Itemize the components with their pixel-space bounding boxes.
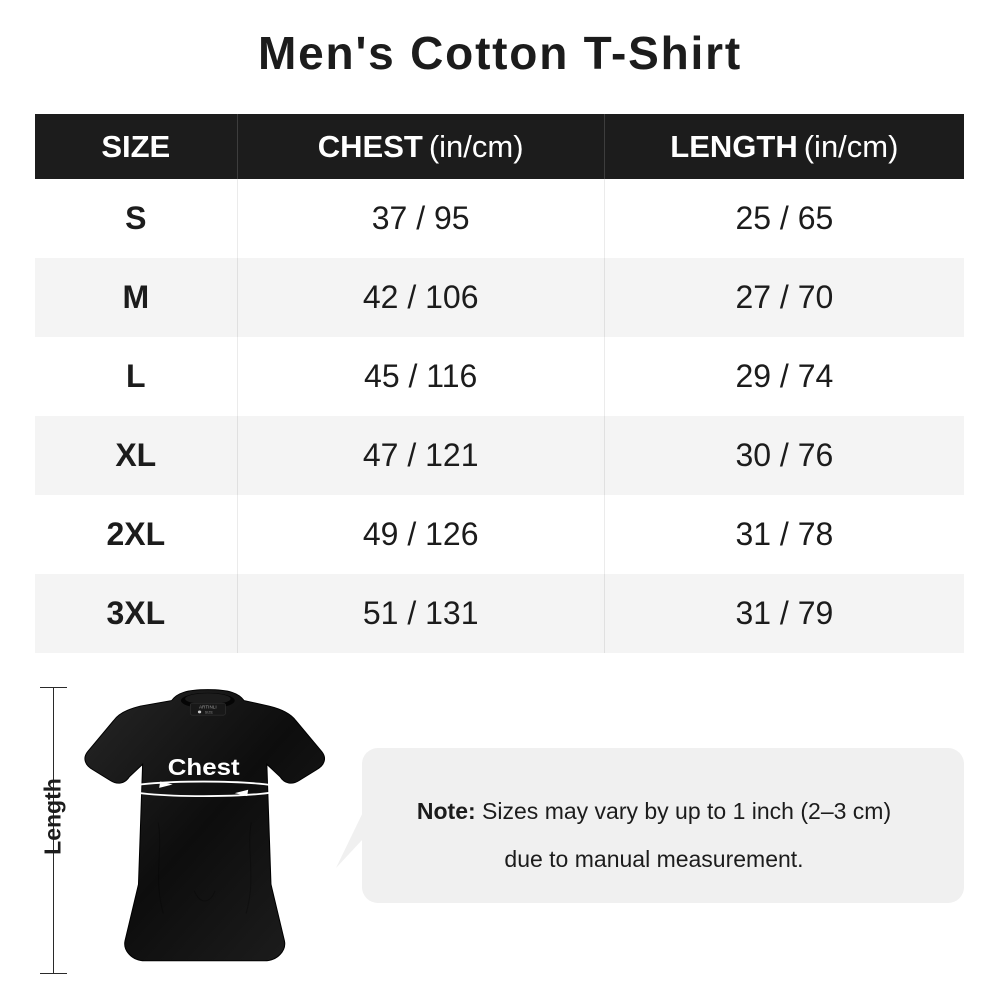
svg-text:SIZE: SIZE <box>205 711 214 715</box>
svg-text:ARTINLI: ARTINLI <box>199 705 217 710</box>
